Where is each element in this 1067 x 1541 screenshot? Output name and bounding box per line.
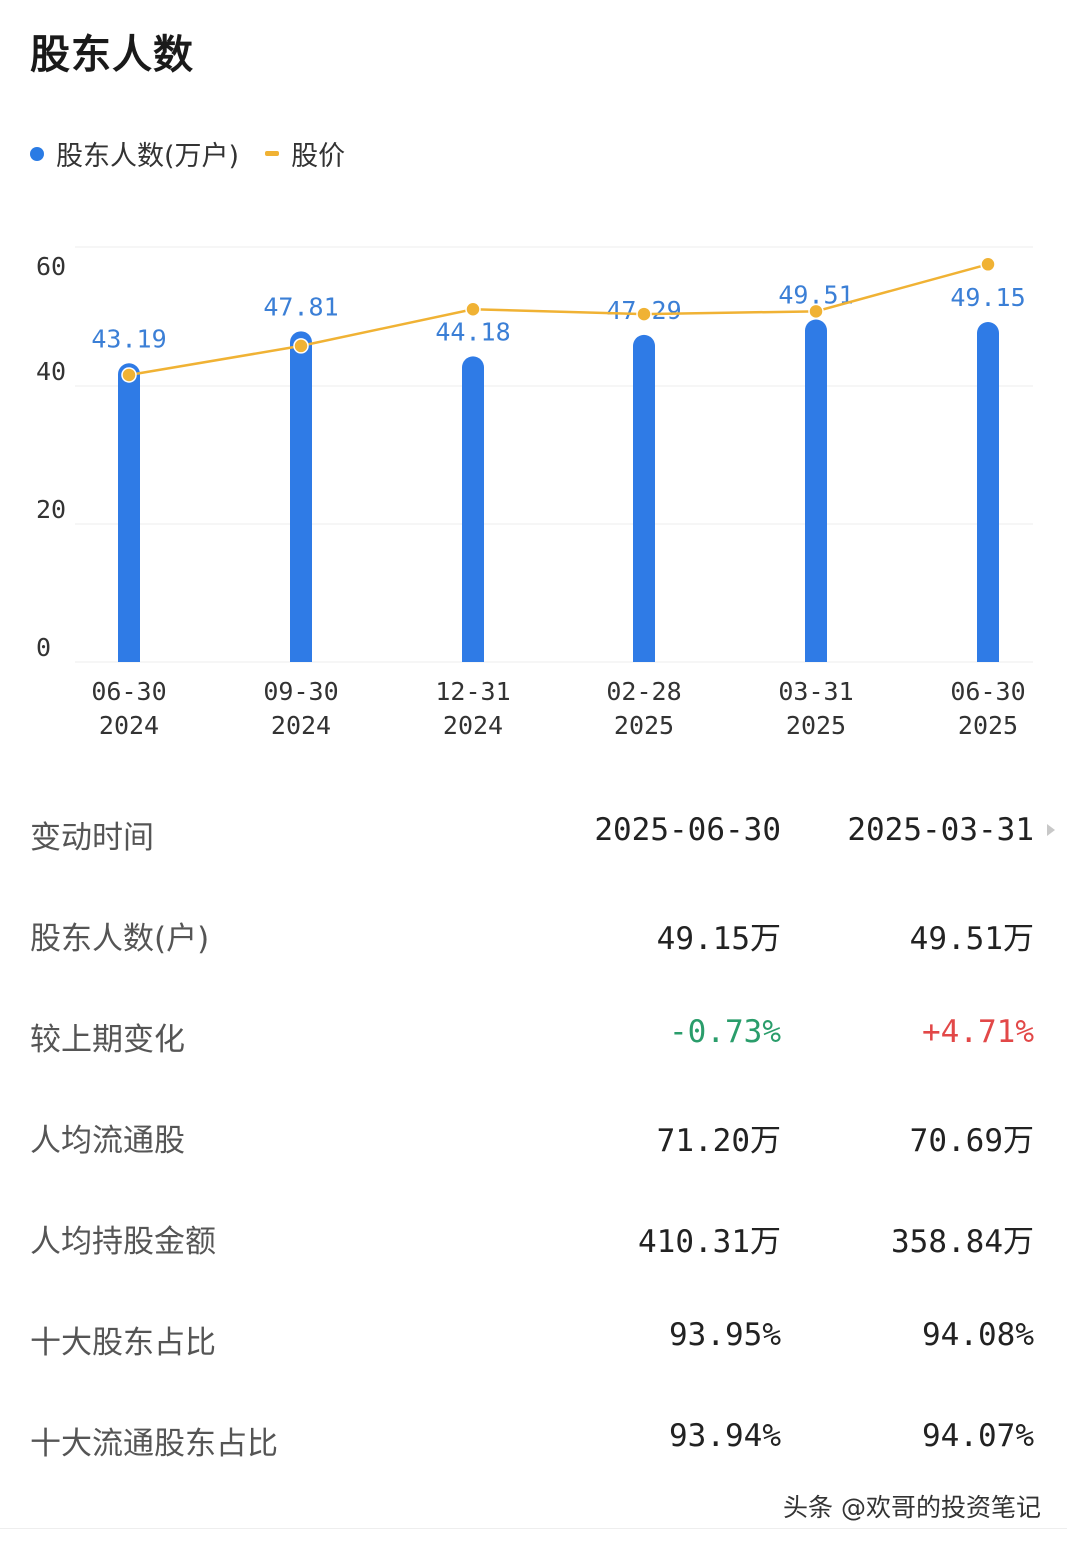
row-value-2: 358.84万 [891, 1224, 1034, 1260]
bar [290, 331, 312, 662]
row-value-2: 94.08% [922, 1317, 1034, 1353]
row-label: 十大流通股东占比 [30, 1426, 278, 1462]
bar-data-label: 43.19 [91, 324, 166, 353]
price-line [128, 263, 989, 377]
table-row: 股东人数(户) 49.15万 49.51万 [0, 883, 1067, 984]
table-header-row: 变动时间 2025-06-30 2025-03-31 [0, 782, 1067, 883]
bar-data-label: 49.15 [950, 283, 1025, 312]
legend-item-holders[interactable]: 股东人数(万户) [30, 134, 239, 173]
bar [633, 334, 655, 662]
row-value-1: 93.95% [669, 1317, 781, 1353]
bottom-divider [0, 1528, 1067, 1529]
bar-data-label: 44.18 [435, 317, 510, 346]
bar-base [977, 650, 999, 662]
legend-label-holders: 股东人数(万户) [56, 141, 240, 172]
x-tick-label: 06-30 [91, 677, 166, 706]
shareholder-table: 变动时间 2025-06-30 2025-03-31 股东人数(户) 49.15… [0, 782, 1067, 1489]
x-tick-label: 02-28 [606, 677, 681, 706]
y-tick-label: 40 [36, 357, 66, 386]
price-point [808, 303, 824, 320]
bar [805, 319, 827, 662]
shareholder-chart: 020406043.1947.8144.1847.2949.5149.1506-… [36, 246, 1033, 740]
x-tick-label: 2024 [99, 711, 159, 740]
bar-base [633, 650, 655, 662]
x-tick-label: 2024 [443, 711, 503, 740]
header-label: 变动时间 [30, 820, 154, 856]
table-row: 人均流通股 71.20万 70.69万 [0, 1085, 1067, 1186]
bar [462, 356, 484, 662]
x-tick-label: 2025 [786, 711, 846, 740]
bar [977, 322, 999, 662]
price-point [636, 306, 652, 322]
table-row: 人均持股金额 410.31万 358.84万 [0, 1186, 1067, 1287]
row-value-2: 49.51万 [909, 921, 1034, 957]
row-value-2: 70.69万 [909, 1123, 1034, 1159]
legend-item-price[interactable]: 股价 [265, 134, 345, 173]
y-tick-label: 20 [36, 495, 66, 524]
table-row: 十大股东占比 93.95% 94.08% [0, 1287, 1067, 1388]
y-tick-label: 0 [36, 633, 51, 662]
row-value-1: 410.31万 [638, 1224, 781, 1260]
watermark: 头条 @欢哥的投资笔记 [783, 1493, 1041, 1522]
scroll-right-icon[interactable] [1047, 824, 1055, 836]
bar-base [805, 650, 827, 662]
bar-data-label: 47.81 [263, 292, 338, 321]
price-point [121, 367, 137, 383]
bar-base [290, 650, 312, 662]
price-point [980, 256, 996, 273]
x-tick-label: 09-30 [263, 677, 338, 706]
row-value-1: -0.73% [669, 1014, 781, 1050]
legend-dash-icon [265, 151, 280, 156]
x-tick-label: 03-31 [778, 677, 853, 706]
x-tick-label: 2024 [271, 711, 331, 740]
row-value-1: 93.94% [669, 1418, 781, 1454]
header-date-1[interactable]: 2025-06-30 [594, 812, 781, 848]
table-row: 较上期变化 -0.73% +4.71% [0, 984, 1067, 1085]
row-label: 较上期变化 [30, 1022, 185, 1058]
row-value-2: +4.71% [922, 1014, 1034, 1050]
x-tick-label: 2025 [614, 711, 674, 740]
row-label: 人均流通股 [30, 1123, 185, 1159]
row-label: 十大股东占比 [30, 1325, 216, 1361]
row-label: 人均持股金额 [30, 1224, 216, 1260]
x-tick-label: 06-30 [950, 677, 1025, 706]
y-tick-label: 60 [36, 252, 66, 281]
row-label: 股东人数(户) [30, 921, 210, 957]
x-tick-label: 12-31 [435, 677, 510, 706]
bar [118, 363, 140, 662]
table-row: 十大流通股东占比 93.94% 94.07% [0, 1388, 1067, 1489]
legend-label-price: 股价 [291, 141, 346, 172]
price-point [293, 338, 309, 354]
row-value-1: 71.20万 [656, 1123, 781, 1159]
header-date-2[interactable]: 2025-03-31 [847, 812, 1034, 848]
chart-legend: 股东人数(万户) 股价 [30, 134, 371, 173]
legend-dot-icon [30, 146, 44, 161]
x-tick-label: 2025 [958, 711, 1018, 740]
page-title: 股东人数 [30, 32, 194, 78]
price-point [465, 301, 481, 317]
bar-base [462, 650, 484, 662]
row-value-1: 49.15万 [656, 921, 781, 957]
row-value-2: 94.07% [922, 1418, 1034, 1454]
bar-base [118, 650, 140, 662]
